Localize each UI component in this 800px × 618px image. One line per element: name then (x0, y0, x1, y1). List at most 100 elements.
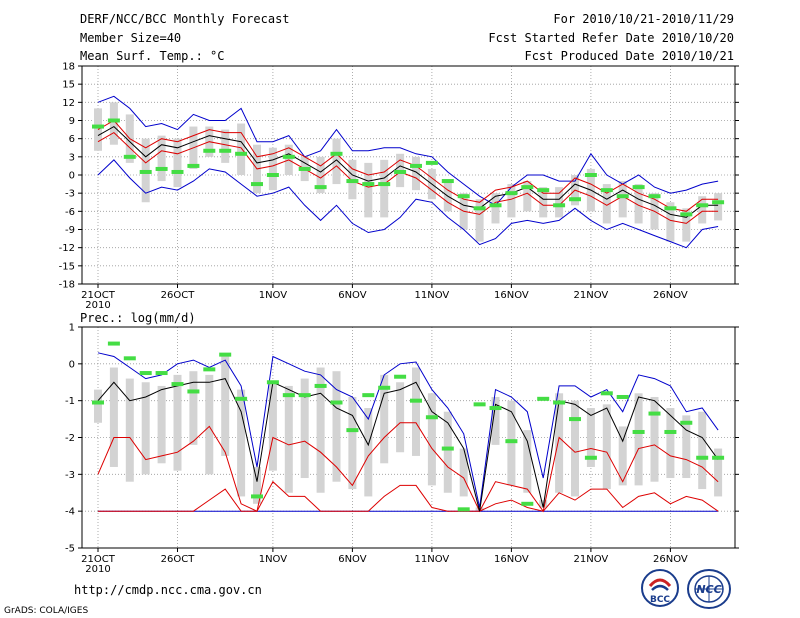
x-tick-label: 1NOV (259, 554, 288, 565)
median-marker (648, 194, 661, 199)
y-tick-label: 9 (69, 116, 75, 127)
median-marker (584, 173, 597, 177)
median-marker (696, 455, 709, 460)
median-marker (298, 166, 311, 171)
median-marker (616, 394, 629, 399)
spread-bar (602, 404, 611, 490)
median-marker (123, 154, 136, 159)
median-marker (187, 163, 200, 168)
median-marker (266, 173, 279, 177)
median-marker (203, 148, 216, 153)
spread-bar (332, 138, 341, 185)
spread-bar (380, 159, 389, 218)
spread-bar (268, 147, 277, 191)
median-marker (139, 371, 152, 376)
spread-bar (618, 426, 627, 486)
median-marker (394, 374, 407, 379)
spread-bar (491, 193, 500, 224)
spread-bar (586, 408, 595, 467)
median-marker (521, 185, 534, 190)
x-tick-year: 2010 (85, 564, 110, 575)
spread-bar (268, 382, 277, 471)
spread-bar (427, 393, 436, 486)
spread-bar (173, 138, 182, 188)
median-marker (632, 185, 645, 190)
upper-quartile-line (97, 422, 719, 513)
median-marker (171, 382, 184, 387)
x-tick-year: 2010 (85, 300, 110, 311)
median-marker (553, 400, 566, 405)
ncc-logo: NCC (687, 569, 731, 609)
y-tick-label: 15 (62, 80, 75, 91)
x-tick-label: 21NOV (574, 290, 609, 301)
spread-bar (253, 466, 261, 504)
chart-title: DERF/NCC/BCC Monthly Forecast (80, 12, 290, 26)
spread-bar (714, 193, 723, 221)
median-marker (314, 185, 327, 190)
spread-bar (666, 408, 675, 479)
median-marker (362, 182, 375, 187)
median-marker (680, 420, 693, 425)
median-marker (219, 148, 232, 153)
median-marker (92, 124, 104, 129)
median-marker (457, 507, 470, 512)
median-marker (696, 203, 709, 208)
median-marker (187, 389, 200, 394)
median-marker (425, 415, 438, 420)
x-tick-label: 26OCT (161, 290, 196, 301)
max-line (97, 95, 719, 206)
x-tick-label: 26NOV (653, 554, 688, 565)
y-tick-label: -2 (65, 433, 75, 444)
median-marker (569, 417, 581, 422)
median-marker (235, 396, 248, 401)
spread-bar (523, 181, 532, 212)
spread-bar (698, 411, 707, 490)
spread-bar (316, 156, 325, 194)
fcst-started-date: Fcst Started Refer Date 2010/10/20 (488, 31, 734, 45)
median-marker (123, 356, 136, 361)
spread-bar (602, 184, 611, 224)
spread-bar (221, 356, 230, 456)
x-tick-label: 26OCT (161, 554, 196, 565)
spread-bar (396, 382, 405, 453)
median-marker (155, 371, 168, 376)
x-tick-label: 1NOV (259, 290, 288, 301)
median-marker (441, 179, 454, 184)
median-marker (569, 197, 581, 202)
lower-quartile-line (97, 131, 719, 224)
median-marker (457, 194, 470, 199)
spread-bar (109, 367, 118, 467)
median-marker (282, 393, 295, 398)
spread-bar (507, 184, 516, 218)
median-marker (632, 429, 645, 434)
median-marker (712, 455, 725, 460)
spread-bar (284, 385, 293, 493)
spread-bar (189, 371, 198, 445)
x-tick-label: 16NOV (494, 290, 529, 301)
spread-bar (571, 400, 579, 497)
spread-bar (634, 393, 643, 486)
y-tick-label: 0 (69, 171, 75, 182)
ncc-logo-label: NCC (696, 583, 721, 596)
lower-quartile-line (98, 480, 719, 512)
median-marker (219, 352, 232, 357)
x-tick-label: 6NOV (338, 554, 367, 565)
median-marker (282, 154, 295, 159)
spread-bar (491, 396, 500, 445)
spread-bar (539, 187, 548, 218)
x-tick-label: 26NOV (653, 290, 688, 301)
spread-bar (348, 396, 357, 490)
y-tick-label: -1 (65, 396, 75, 407)
median-marker (330, 400, 343, 405)
median-marker (251, 494, 263, 499)
source-url[interactable]: http://cmdp.ncc.cma.gov.cn (74, 583, 262, 597)
median-marker (266, 380, 279, 385)
median-marker (664, 206, 677, 211)
median-marker (139, 169, 152, 174)
min-line (97, 159, 719, 249)
y-tick-label: -4 (65, 507, 75, 518)
median-marker (298, 393, 311, 398)
spread-bar (316, 367, 325, 493)
